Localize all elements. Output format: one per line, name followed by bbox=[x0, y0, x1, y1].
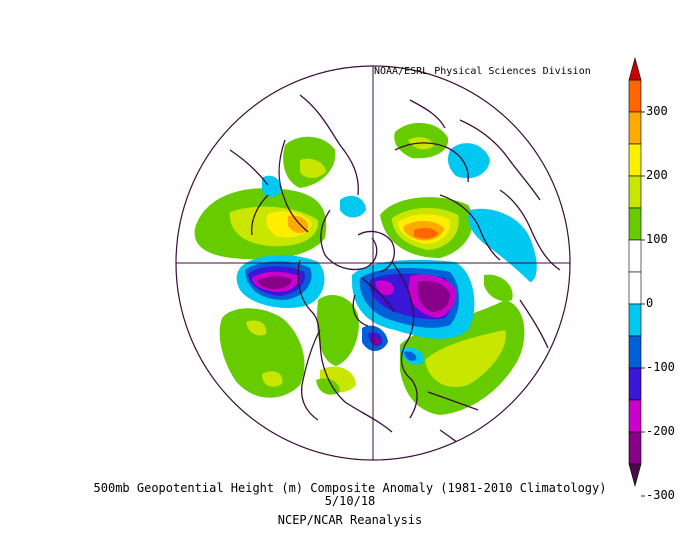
map-boundary bbox=[175, 65, 571, 461]
negative-anomaly-area bbox=[257, 276, 292, 290]
colorbar-bin bbox=[628, 303, 642, 337]
colorbar-bin bbox=[628, 431, 642, 465]
colorbar-bin bbox=[628, 239, 642, 273]
positive-anomaly-area bbox=[484, 274, 513, 302]
positive-anomaly-area bbox=[262, 371, 283, 387]
colorbar-tick-label: -200 bbox=[646, 424, 675, 438]
positive-anomaly-area bbox=[246, 320, 267, 336]
colorbar-tick-label: 300 bbox=[646, 104, 668, 118]
negative-anomaly-area bbox=[417, 280, 450, 312]
caption-date: 5/10/18 bbox=[324, 494, 376, 508]
colorbar-tick-label: 100 bbox=[646, 232, 668, 246]
colorbar-top-arrow bbox=[628, 56, 642, 81]
colorbar-bin bbox=[628, 111, 642, 145]
positive-anomaly-area bbox=[219, 308, 305, 398]
caption-title: 500mb Geopotential Height (m) Composite … bbox=[93, 481, 607, 495]
negative-anomaly-area bbox=[404, 351, 417, 361]
colorbar-bin bbox=[628, 79, 642, 113]
negative-anomaly-area bbox=[340, 195, 366, 218]
colorbar-tick-label: 0 bbox=[646, 296, 654, 310]
positive-anomaly-area bbox=[316, 378, 340, 395]
negative-anomaly-area bbox=[468, 208, 537, 282]
colorbar-bin bbox=[628, 399, 642, 433]
colorbar-bottom-arrow bbox=[628, 463, 642, 488]
positive-anomaly-area bbox=[288, 215, 309, 233]
negative-anomaly-area bbox=[448, 143, 490, 179]
negative-anomaly-area bbox=[262, 175, 282, 197]
positive-anomaly-area bbox=[316, 295, 359, 366]
graticule bbox=[176, 66, 570, 460]
caption-source: NCEP/NCAR Reanalysis bbox=[277, 513, 423, 527]
negative-anomaly-area bbox=[375, 280, 395, 296]
positive-anomaly-area bbox=[300, 158, 326, 178]
negative-anomaly-area bbox=[372, 337, 380, 345]
colorbar-tick-label: -100 bbox=[646, 360, 675, 374]
colorbar-tick-label: 200 bbox=[646, 168, 668, 182]
credit-label: NOAA/ESRL Physical Sciences Division bbox=[374, 66, 591, 77]
colorbar-bin bbox=[628, 143, 642, 177]
colorbar-tick-label: -300 bbox=[646, 488, 675, 502]
positive-anomaly-area bbox=[425, 330, 506, 388]
colorbar-bin bbox=[628, 367, 642, 401]
positive-anomaly-area bbox=[414, 227, 438, 239]
colorbar bbox=[628, 56, 645, 497]
colorbar-bin bbox=[628, 271, 642, 305]
colorbar-bin bbox=[628, 207, 642, 241]
colorbar-bin bbox=[628, 335, 642, 369]
colorbar-bin bbox=[628, 175, 642, 209]
anomaly-shading bbox=[194, 122, 537, 415]
